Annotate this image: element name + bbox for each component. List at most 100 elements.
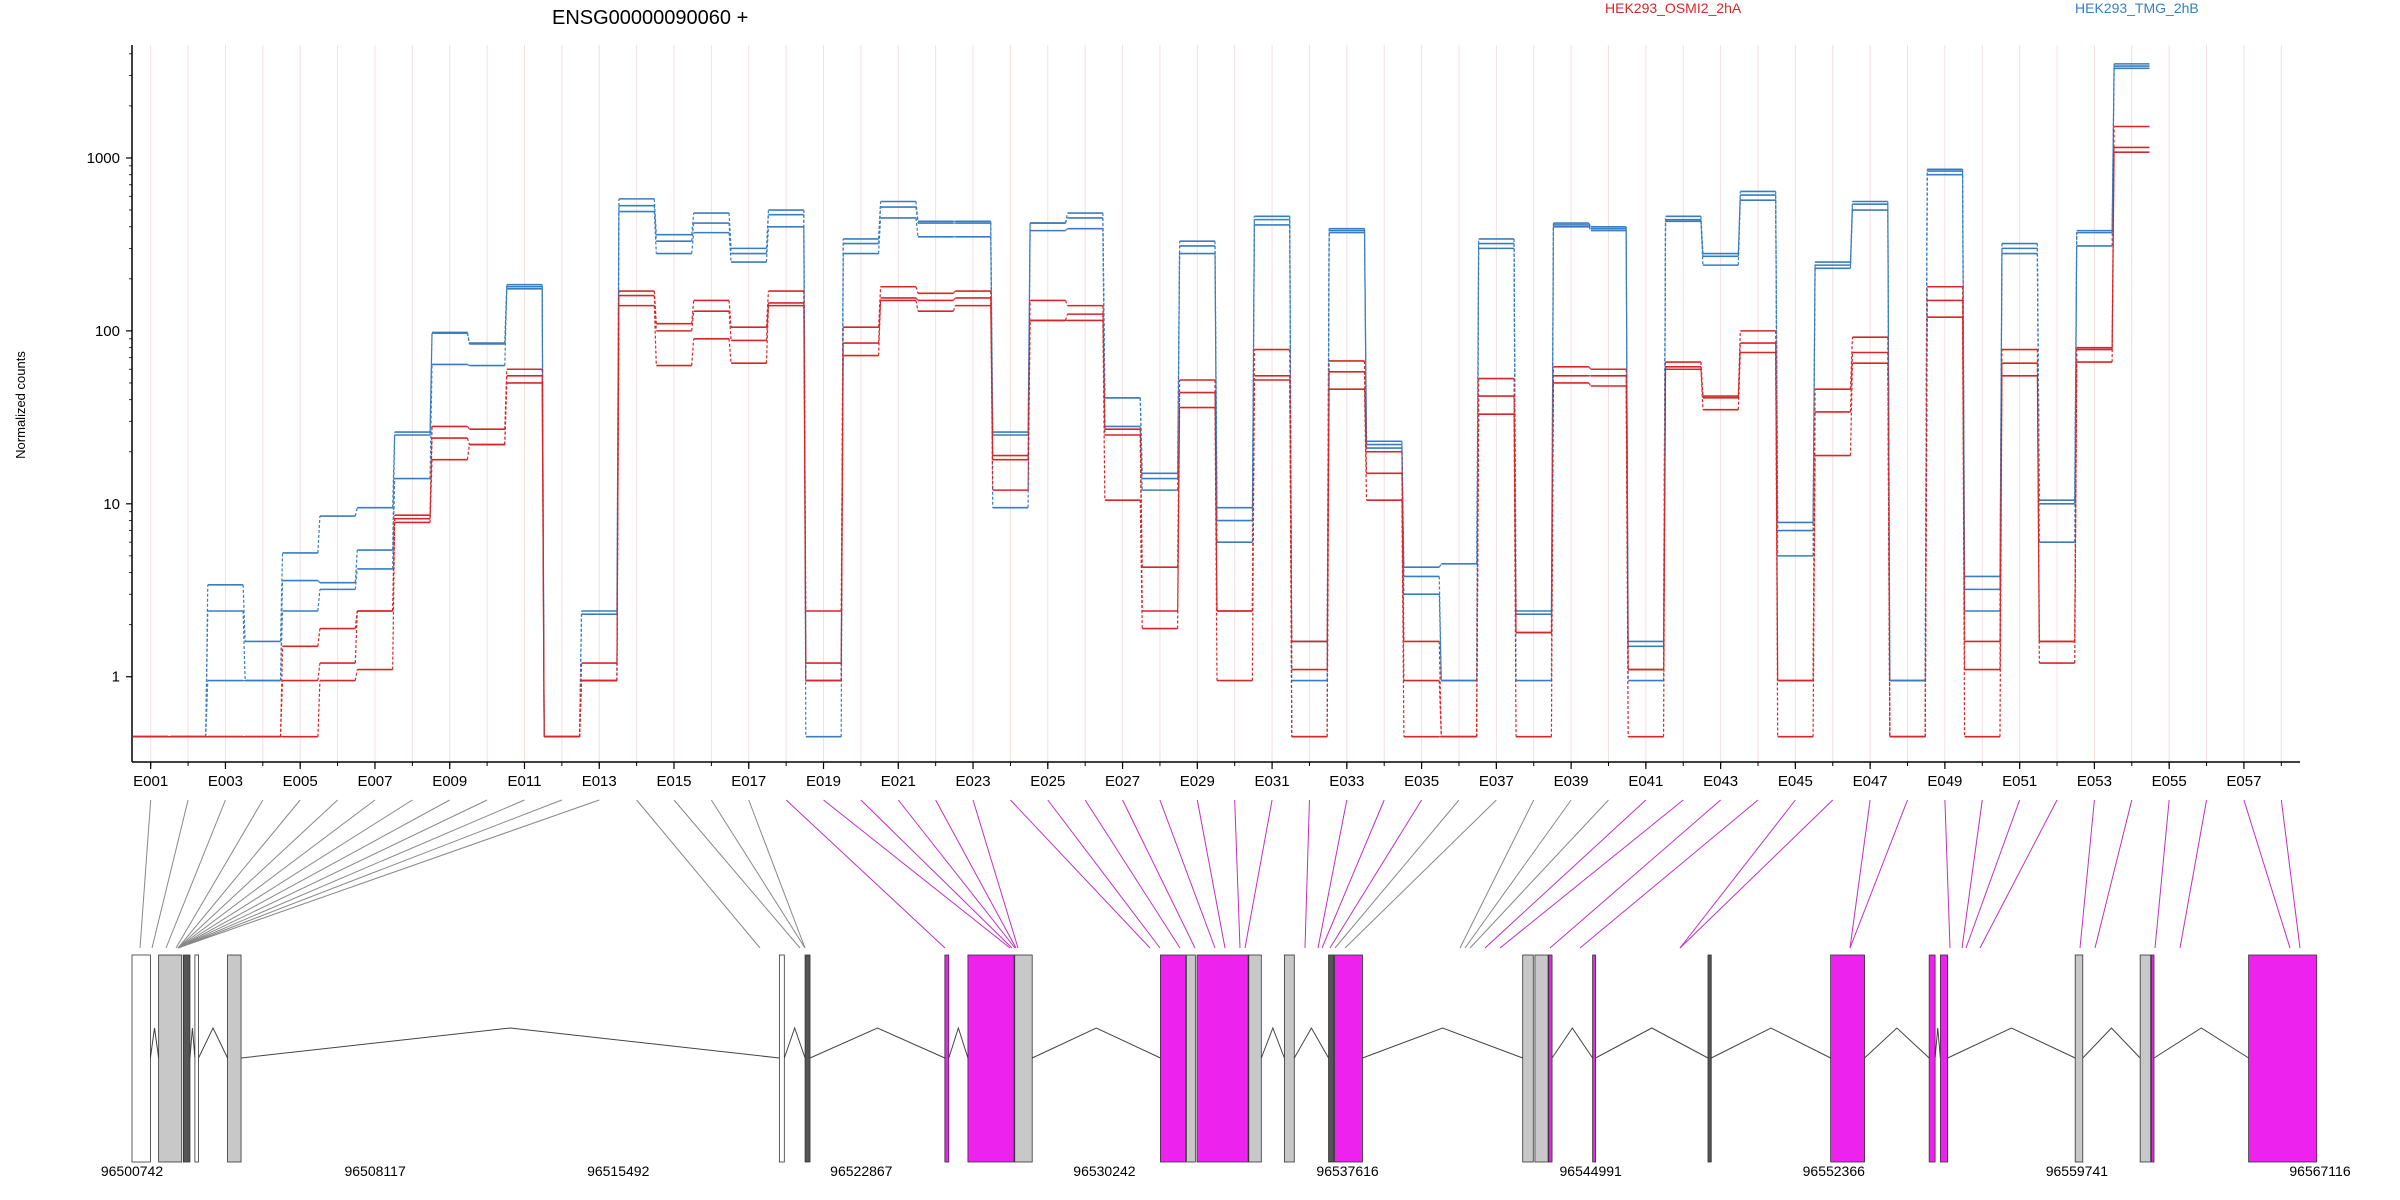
exon-transition [1363,232,1368,449]
exon-transition [1214,253,1218,543]
exon-transition [1438,680,1442,737]
x-tick-label: E003 [208,773,243,790]
genome-coordinate-label: 96508117 [344,1163,405,1179]
exon-transition [1775,330,1779,681]
exon-transition [1700,369,1704,410]
exon-block [1534,954,1549,1163]
x-tick-label: E041 [1628,773,1663,790]
exon-transition [653,305,657,366]
exon-block [1196,954,1249,1163]
exon-transition [2036,375,2040,664]
x-tick-label: E045 [1778,773,1813,790]
intron [198,1026,228,1059]
x-tick-label: E021 [881,773,916,790]
y-axis: 1 10 100 1000 [87,45,133,762]
x-tick-label: E011 [508,773,542,790]
exon-transition [466,444,471,460]
genome-coordinate-label: 96544991 [1560,1163,1623,1179]
x-tick-label: E029 [1180,773,1215,790]
exon-transition [1999,375,2003,737]
exon-transition [504,382,508,445]
exon-connector [1244,799,1273,949]
exon-connector [177,799,338,949]
exon-transition [354,568,358,590]
exon-transition [877,286,882,328]
exon-connector [151,799,189,949]
exon-connector [935,799,1017,949]
exon-transition [1438,641,1442,737]
y-tick-label: 1 [112,669,120,686]
exon-block [1186,954,1196,1163]
x-tick-label: E035 [1404,773,1439,790]
exon-transition [1363,371,1368,474]
exon-connector [177,799,376,949]
exon-transition [2036,363,2040,642]
exon-connector [1196,799,1226,949]
exon-transition [1064,313,1069,321]
exon-transition [504,288,508,366]
exon-block [1248,954,1262,1163]
intron [1551,1027,1594,1059]
exon-connector [175,799,264,949]
exon-transition [317,680,321,737]
exon-transition [765,226,770,263]
exon-transition [1513,414,1517,737]
exon-transition [279,610,284,681]
intron [1711,1027,1831,1059]
x-tick-label: E013 [582,773,617,790]
exon-transition [1961,174,1966,611]
exon-transition [354,507,358,517]
exon-transition [466,437,470,445]
exon-transition [1999,253,2003,611]
intron [948,1026,969,1059]
series-tmg-1 [133,65,2150,738]
exon-transition [1438,576,1442,681]
exon-block [804,954,811,1163]
exon-transition [1326,389,1330,737]
x-tick-label: E023 [956,773,991,790]
exon-transition [2111,63,2115,231]
exon-transition [1102,228,1106,427]
exon-transition [1625,369,1629,670]
exon-connector [897,799,1016,949]
exon-transition [1513,396,1517,633]
exon-transition [354,669,358,681]
exon-transition [1027,230,1031,508]
exon-block [227,954,242,1163]
exon-transition [392,478,396,569]
intron [1947,1027,2076,1059]
x-axis: E001 E003 E005 E007 E009 E011 E013 E015 E017 E019… [132,761,2300,790]
exon-transition [691,223,695,242]
intron [1260,1026,1285,1059]
series-tmg-2 [133,67,2150,738]
exon-transition [990,297,994,460]
x-tick-label: E025 [1030,773,1065,790]
exon-transition [877,300,882,356]
exon-transition [1812,268,1816,556]
intron [1293,1026,1329,1059]
exon-connector [2094,799,2133,949]
exon-transition [1177,253,1181,491]
intron [1595,1027,1709,1059]
exon-transition [1438,594,1442,681]
x-tick-label: E049 [1927,773,1962,790]
exon-block [1522,954,1534,1163]
exon-transition [1251,379,1255,681]
exon-transition [1775,352,1779,737]
exon-block [131,954,151,1163]
series-osmi-3 [133,125,2150,738]
intron [1934,1027,1941,1059]
exon-transition [1737,352,1741,410]
exon-transition [2074,362,2078,664]
exon-connector [1965,799,2021,949]
exon-transition [1737,195,1741,257]
exon-transition [317,628,321,647]
exon-connector [785,799,946,949]
x-tick-label: E039 [1554,773,1589,790]
exon-transition [728,338,732,364]
exon-transition [317,589,321,612]
exon-connector [1944,799,1951,949]
x-tick-label: E001 [133,773,168,790]
exon-connector [1979,799,2058,949]
exon-transition [317,580,321,584]
